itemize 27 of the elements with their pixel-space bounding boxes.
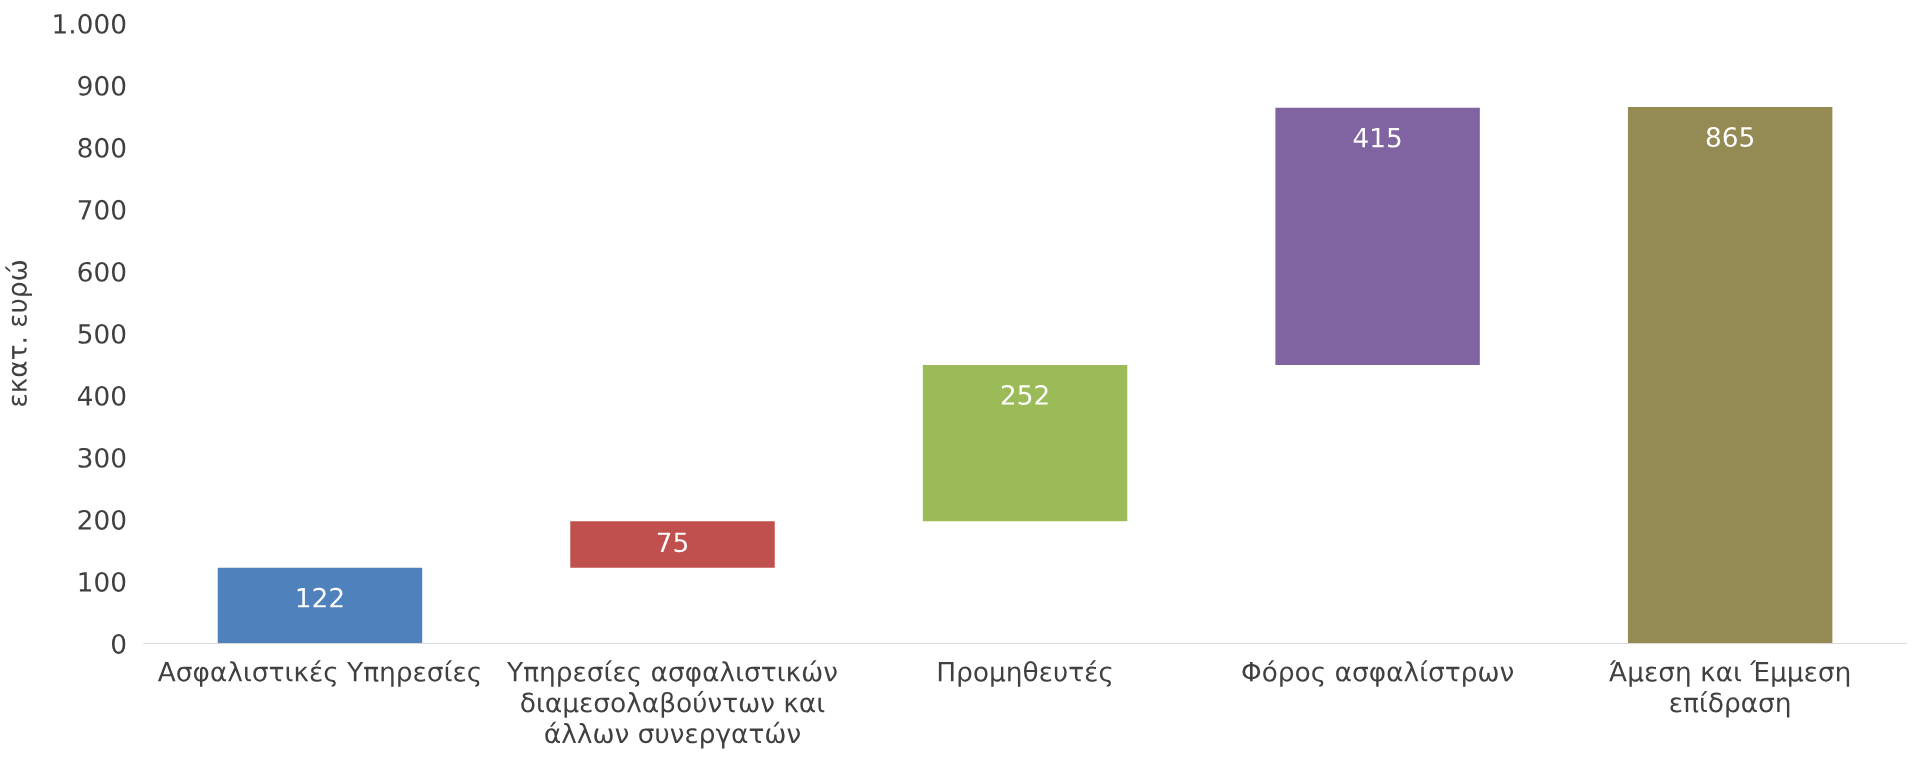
bar (217, 567, 423, 644)
x-tick-label: Φόρος ασφαλίστρων (1242, 660, 1514, 687)
x-tick-label: Ασφαλιστικές Υπηρεσίες (157, 660, 480, 687)
y-tick-label: 200 (78, 509, 126, 530)
data-label: 252 (1001, 384, 1048, 405)
y-tick-label: 300 (78, 447, 126, 468)
x-tick-label: Προμηθευτές (938, 660, 1112, 687)
x-tick-label: Άμεση και Έμμεση επίδραση (1609, 660, 1850, 718)
y-tick-label: 700 (78, 199, 126, 220)
data-label: 865 (1706, 127, 1754, 147)
y-tick-label: 400 (77, 385, 126, 406)
data-label: 122 (297, 587, 343, 608)
bar (922, 365, 1128, 522)
x-tick-label: Υπηρεσίες ασφαλιστικών διαμεσολαβούντων και άλλων συνεργατών (506, 660, 837, 749)
bar (1627, 107, 1833, 644)
y-axis-title: εκατ. ευρώ (5, 261, 33, 406)
y-tick-label: 0 (111, 633, 126, 654)
y-tick-label: 500 (78, 323, 126, 344)
data-label: 75 (657, 532, 687, 553)
y-tick-label: 800 (78, 137, 126, 158)
y-tick-label: 100 (79, 571, 126, 592)
data-label: 415 (1353, 127, 1401, 148)
bar (1275, 107, 1480, 366)
y-tick-label: 600 (78, 261, 126, 282)
y-tick-label: 900 (78, 75, 126, 96)
y-tick-label: 1.000 (54, 13, 126, 34)
bar (570, 521, 775, 568)
